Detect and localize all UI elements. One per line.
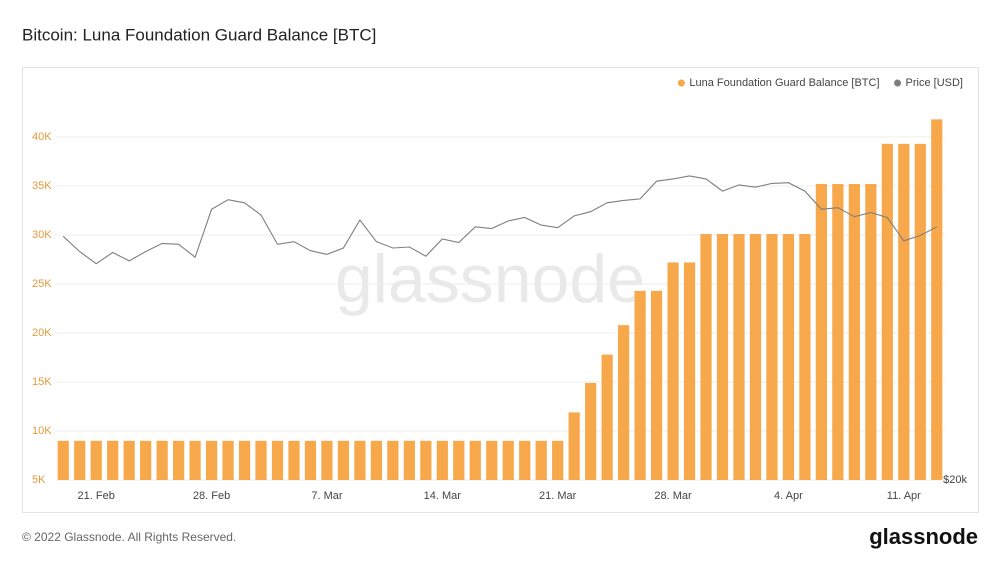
- bar: [74, 440, 86, 480]
- bar: [782, 234, 795, 480]
- bar: [568, 412, 580, 480]
- y-tick-label: 5K: [32, 474, 46, 486]
- bar: [832, 184, 844, 481]
- y-tick-label: 10K: [32, 425, 52, 437]
- bar: [222, 440, 234, 480]
- bar: [898, 143, 910, 481]
- bar: [255, 440, 267, 480]
- bar: [403, 440, 415, 480]
- bar: [667, 262, 679, 480]
- bar: [486, 440, 498, 480]
- chart-frame: [22, 67, 979, 513]
- watermark: glassnode: [335, 241, 645, 317]
- x-tick-label: 14. Mar: [424, 490, 462, 502]
- y-tick-label: 30K: [32, 229, 52, 241]
- bar: [354, 440, 366, 480]
- bar: [140, 440, 152, 480]
- bar: [387, 440, 399, 480]
- bar: [288, 440, 300, 480]
- bar: [337, 440, 350, 480]
- price-line: [62, 175, 938, 265]
- footer: © 2022 Glassnode. All Rights Reserved.: [22, 530, 236, 544]
- bar: [535, 440, 547, 480]
- bar: [601, 354, 613, 480]
- bar: [881, 143, 893, 481]
- bar: [634, 290, 646, 480]
- x-tick-label: 4. Apr: [774, 490, 803, 502]
- bar: [749, 234, 762, 480]
- x-tick-label: 7. Mar: [311, 490, 343, 502]
- legend-swatch: [677, 79, 685, 87]
- x-tick-label: 21. Mar: [539, 490, 577, 502]
- bar: [716, 234, 729, 480]
- bar: [865, 184, 877, 481]
- bar: [469, 440, 481, 480]
- bar: [683, 262, 696, 480]
- bar: [90, 440, 102, 480]
- bar: [189, 440, 201, 480]
- bar: [519, 440, 531, 480]
- x-tick-label: 21. Feb: [78, 490, 115, 502]
- y-tick-label: 20K: [32, 327, 52, 339]
- legend-swatch: [894, 79, 902, 87]
- y-tick-label: 35K: [32, 180, 52, 192]
- bar: [733, 234, 745, 480]
- bar: [420, 440, 432, 480]
- bar: [57, 440, 69, 480]
- bar: [304, 440, 317, 480]
- bar: [436, 440, 448, 480]
- y-tick-label: 40K: [32, 131, 52, 143]
- bar: [238, 440, 251, 480]
- bar: [552, 440, 564, 480]
- bar: [766, 234, 778, 480]
- x-tick-label: 28. Mar: [654, 490, 692, 502]
- bar: [848, 184, 860, 481]
- y-tick-label: 25K: [32, 278, 52, 290]
- bar: [799, 234, 811, 480]
- x-tick-label: 11. Apr: [887, 490, 921, 502]
- y-tick-label: 15K: [32, 376, 52, 388]
- bar: [618, 325, 630, 480]
- bar: [271, 440, 284, 480]
- bar: [585, 382, 597, 480]
- bar: [502, 440, 514, 480]
- bar: [370, 440, 382, 480]
- bar: [156, 440, 168, 480]
- legend-label: Luna Foundation Guard Balance [BTC]: [689, 77, 879, 89]
- bar: [321, 440, 333, 480]
- chart-title: Bitcoin: Luna Foundation Guard Balance […: [22, 25, 376, 44]
- legend-label: Price [USD]: [906, 77, 963, 89]
- bar: [815, 184, 827, 481]
- bar: [700, 234, 712, 480]
- bar: [173, 440, 185, 480]
- bar: [914, 143, 926, 481]
- y2-tick-label: $20k: [943, 474, 967, 486]
- logo: glassnode: [869, 524, 978, 549]
- bar: [453, 440, 465, 480]
- bar: [205, 440, 218, 480]
- x-tick-label: 28. Feb: [193, 490, 230, 502]
- bar: [123, 440, 135, 480]
- bar: [107, 440, 119, 480]
- bar: [931, 119, 943, 481]
- bar: [650, 290, 663, 480]
